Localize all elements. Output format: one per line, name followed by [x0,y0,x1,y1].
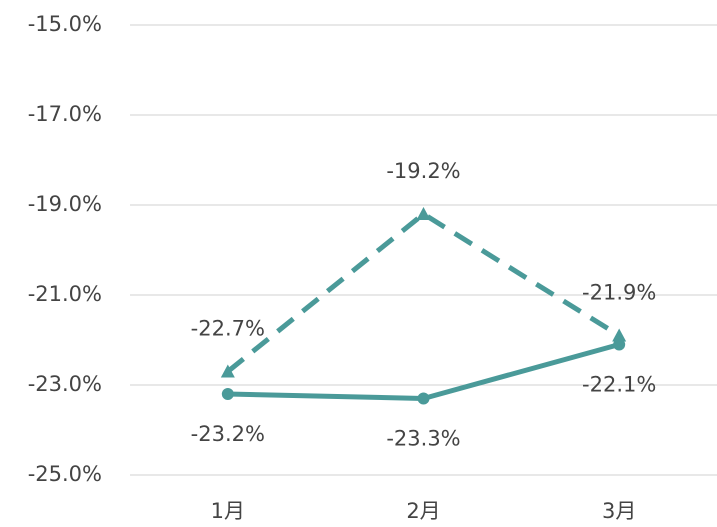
data-label: -21.9% [582,281,656,305]
y-tick-label: -23.0% [28,372,102,396]
y-tick-label: -25.0% [28,462,102,486]
data-label: -22.7% [191,317,265,341]
series-line [226,211,621,374]
marker [221,388,234,400]
y-tick-label: -19.0% [28,192,102,216]
marker [417,392,430,405]
data-label: -22.1% [582,373,656,397]
marker [613,338,626,351]
data-label: -19.2% [386,159,460,183]
y-tick-label: -17.0% [28,102,102,126]
y-tick-label: -21.0% [28,282,102,306]
y-tick-label: -15.0% [28,12,102,36]
x-tick-label: 3月 [602,499,636,523]
x-tick-label: 1月 [211,499,245,523]
marker [220,364,235,378]
data-label: -23.3% [386,427,460,451]
x-tick-label: 2月 [406,499,440,523]
data-label: -23.2% [191,422,265,446]
marker [612,328,627,342]
series-line [227,342,620,401]
marker [416,207,431,220]
